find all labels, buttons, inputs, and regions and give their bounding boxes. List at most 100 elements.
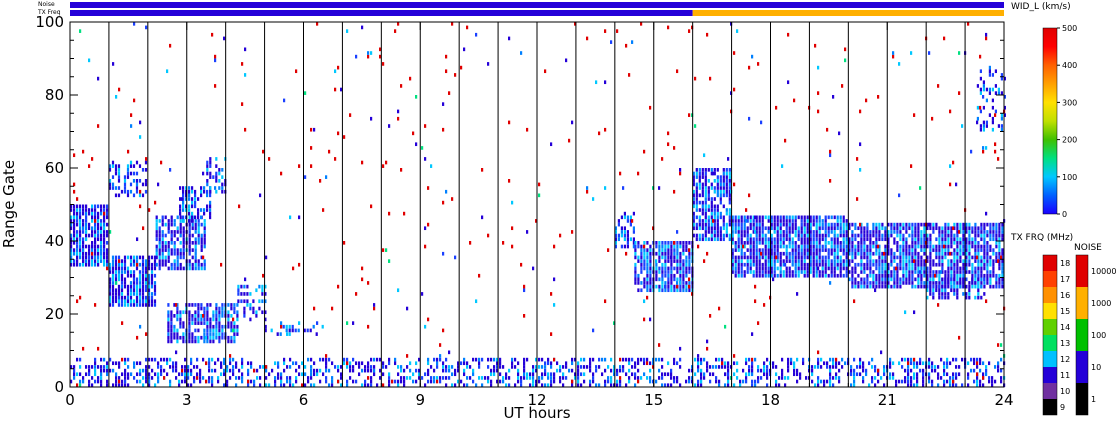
backscatter-cell [917, 244, 920, 249]
backscatter-cell [622, 368, 625, 373]
backscatter-cell [688, 255, 691, 260]
backscatter-cell [797, 259, 800, 263]
backscatter-cell [920, 266, 923, 271]
backscatter-cell [661, 284, 664, 289]
backscatter-cell [346, 321, 349, 325]
backscatter-cell [908, 222, 911, 227]
backscatter-cell [869, 230, 872, 234]
backscatter-cell [926, 266, 929, 271]
backscatter-cell [880, 350, 883, 355]
backscatter-cell [851, 233, 854, 238]
backscatter-cell [697, 383, 700, 388]
backscatter-cell [212, 335, 215, 340]
backscatter-cell [752, 270, 755, 274]
backscatter-cell [980, 244, 983, 249]
backscatter-cell [310, 127, 313, 132]
backscatter-cell [734, 266, 737, 271]
backscatter-cell [673, 266, 676, 271]
backscatter-cell [974, 266, 977, 271]
backscatter-cell [809, 266, 812, 271]
backscatter-cell [811, 368, 814, 373]
backscatter-cell [197, 262, 200, 267]
backscatter-cell [977, 288, 980, 293]
backscatter-cell [956, 266, 959, 271]
backscatter-cell [230, 321, 233, 325]
backscatter-cell [94, 233, 97, 238]
backscatter-cell [770, 241, 773, 245]
backscatter-cell [896, 241, 899, 245]
backscatter-cell [664, 255, 667, 260]
backscatter-cell [223, 36, 226, 41]
backscatter-cell [848, 244, 851, 249]
backscatter-cell [436, 379, 439, 384]
backscatter-cell [758, 222, 761, 227]
backscatter-cell [947, 273, 950, 278]
backscatter-cell [836, 248, 839, 252]
backscatter-cell [974, 241, 977, 245]
noise-colorbar-block [1076, 255, 1088, 287]
backscatter-cell [340, 372, 343, 377]
backscatter-cell [722, 193, 725, 198]
backscatter-cell [725, 222, 728, 227]
backscatter-cell [667, 277, 670, 282]
backscatter-cell [913, 357, 916, 362]
backscatter-cell [827, 248, 830, 252]
backscatter-cell [643, 255, 646, 260]
backscatter-cell [698, 179, 701, 183]
backscatter-cell [991, 376, 994, 380]
backscatter-cell [968, 259, 971, 263]
backscatter-cell [117, 277, 121, 282]
backscatter-cell [285, 328, 288, 333]
backscatter-cell [97, 124, 100, 128]
backscatter-cell [746, 215, 749, 220]
backscatter-cell [85, 211, 88, 216]
backscatter-cell [91, 241, 94, 245]
backscatter-cell [956, 241, 959, 245]
backscatter-cell [103, 259, 106, 263]
backscatter-cell [731, 215, 734, 220]
backscatter-cell [968, 270, 971, 274]
backscatter-cell [871, 376, 874, 380]
backscatter-cell [905, 251, 908, 256]
backscatter-cell [979, 69, 982, 74]
backscatter-cell [893, 251, 896, 256]
backscatter-cell [1000, 379, 1003, 384]
backscatter-cell [976, 357, 979, 362]
backscatter-cell [793, 372, 796, 377]
backscatter-cell [123, 186, 127, 190]
backscatter-cell [139, 372, 142, 377]
backscatter-cell [943, 361, 946, 366]
backscatter-cell [277, 376, 280, 380]
backscatter-cell [854, 262, 857, 267]
backscatter-cell [688, 113, 691, 117]
backscatter-cell [857, 233, 860, 238]
backscatter-cell [514, 383, 517, 388]
backscatter-cell [968, 295, 971, 300]
backscatter-cell [673, 189, 676, 194]
backscatter-cell [240, 299, 243, 304]
backscatter-cell [126, 189, 130, 194]
backscatter-cell [190, 368, 193, 373]
backscatter-cell [288, 324, 291, 329]
backscatter-cell [809, 237, 812, 242]
backscatter-cell [202, 314, 205, 318]
backscatter-cell [120, 303, 124, 307]
backscatter-cell [794, 226, 797, 231]
backscatter-pixels [70, 22, 1006, 388]
backscatter-cell [845, 219, 848, 223]
backscatter-cell [111, 186, 115, 190]
backscatter-cell [454, 73, 457, 77]
backscatter-cell [899, 262, 902, 267]
backscatter-cell [206, 339, 209, 344]
backscatter-cell [472, 372, 475, 377]
backscatter-cell [679, 365, 682, 369]
backscatter-cell [176, 259, 179, 263]
backscatter-cell [1000, 73, 1003, 77]
backscatter-cell [286, 332, 289, 336]
backscatter-cell [926, 244, 929, 249]
backscatter-cell [268, 372, 271, 377]
backscatter-cell [803, 215, 806, 220]
backscatter-cell [710, 215, 713, 220]
backscatter-cell [394, 29, 397, 33]
backscatter-cell [728, 182, 731, 187]
